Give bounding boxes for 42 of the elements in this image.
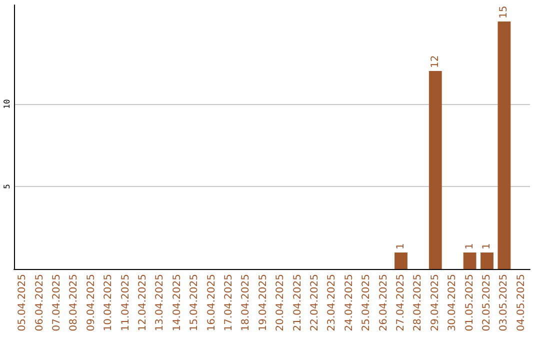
x-tick-label: 27.04.2025	[396, 274, 406, 332]
x-tick-label: 26.04.2025	[378, 274, 390, 332]
x-tick-label: 23.04.2025	[326, 274, 338, 332]
x-tick-label: 01.05.2025	[464, 274, 476, 332]
y-tick-label: 5	[2, 184, 12, 189]
x-tick-label: 14.04.2025	[172, 274, 183, 332]
x-tick-label: 21.04.2025	[292, 274, 304, 332]
x-tick-label: 05.04.2025	[17, 274, 28, 332]
x-tick-label: 11.04.2025	[120, 274, 132, 332]
bar	[480, 252, 494, 269]
y-tick-label: 10	[2, 99, 12, 109]
x-tick-label: 17.04.2025	[224, 274, 234, 332]
data-label: 1	[464, 243, 476, 250]
x-tick-label: 08.04.2025	[68, 274, 80, 332]
bar	[498, 22, 511, 269]
x-tick-label: 29.04.2025	[430, 274, 441, 332]
bar	[394, 252, 408, 269]
bar	[463, 252, 476, 269]
x-tick-label: 07.04.2025	[52, 274, 62, 332]
x-tick-label: 20.04.2025	[275, 274, 286, 332]
x-tick-label: 28.04.2025	[412, 274, 424, 332]
data-label: 1	[482, 243, 492, 250]
data-label: 1	[396, 243, 406, 250]
x-tick-label: 10.04.2025	[103, 274, 114, 332]
x-tick-label: 30.04.2025	[447, 274, 458, 332]
x-tick-label: 03.05.2025	[498, 274, 510, 332]
bar	[428, 71, 442, 269]
data-label: 12	[430, 55, 441, 68]
x-tick-label: 19.04.2025	[258, 274, 269, 332]
x-tick-label: 09.04.2025	[86, 274, 97, 332]
x-tick-label: 04.05.2025	[516, 274, 527, 332]
x-tick-label: 06.04.2025	[34, 274, 46, 332]
x-tick-label: 02.05.2025	[482, 274, 492, 332]
x-tick-label: 24.04.2025	[344, 274, 355, 332]
x-tick-label: 25.04.2025	[361, 274, 372, 332]
x-tick-label: 15.04.2025	[189, 274, 200, 332]
x-tick-label: 22.04.2025	[310, 274, 320, 332]
x-tick-label: 18.04.2025	[240, 274, 252, 332]
x-tick-label: 12.04.2025	[138, 274, 148, 332]
x-tick-label: 16.04.2025	[206, 274, 218, 332]
x-tick-label: 13.04.2025	[154, 274, 166, 332]
data-label: 15	[498, 6, 510, 18]
